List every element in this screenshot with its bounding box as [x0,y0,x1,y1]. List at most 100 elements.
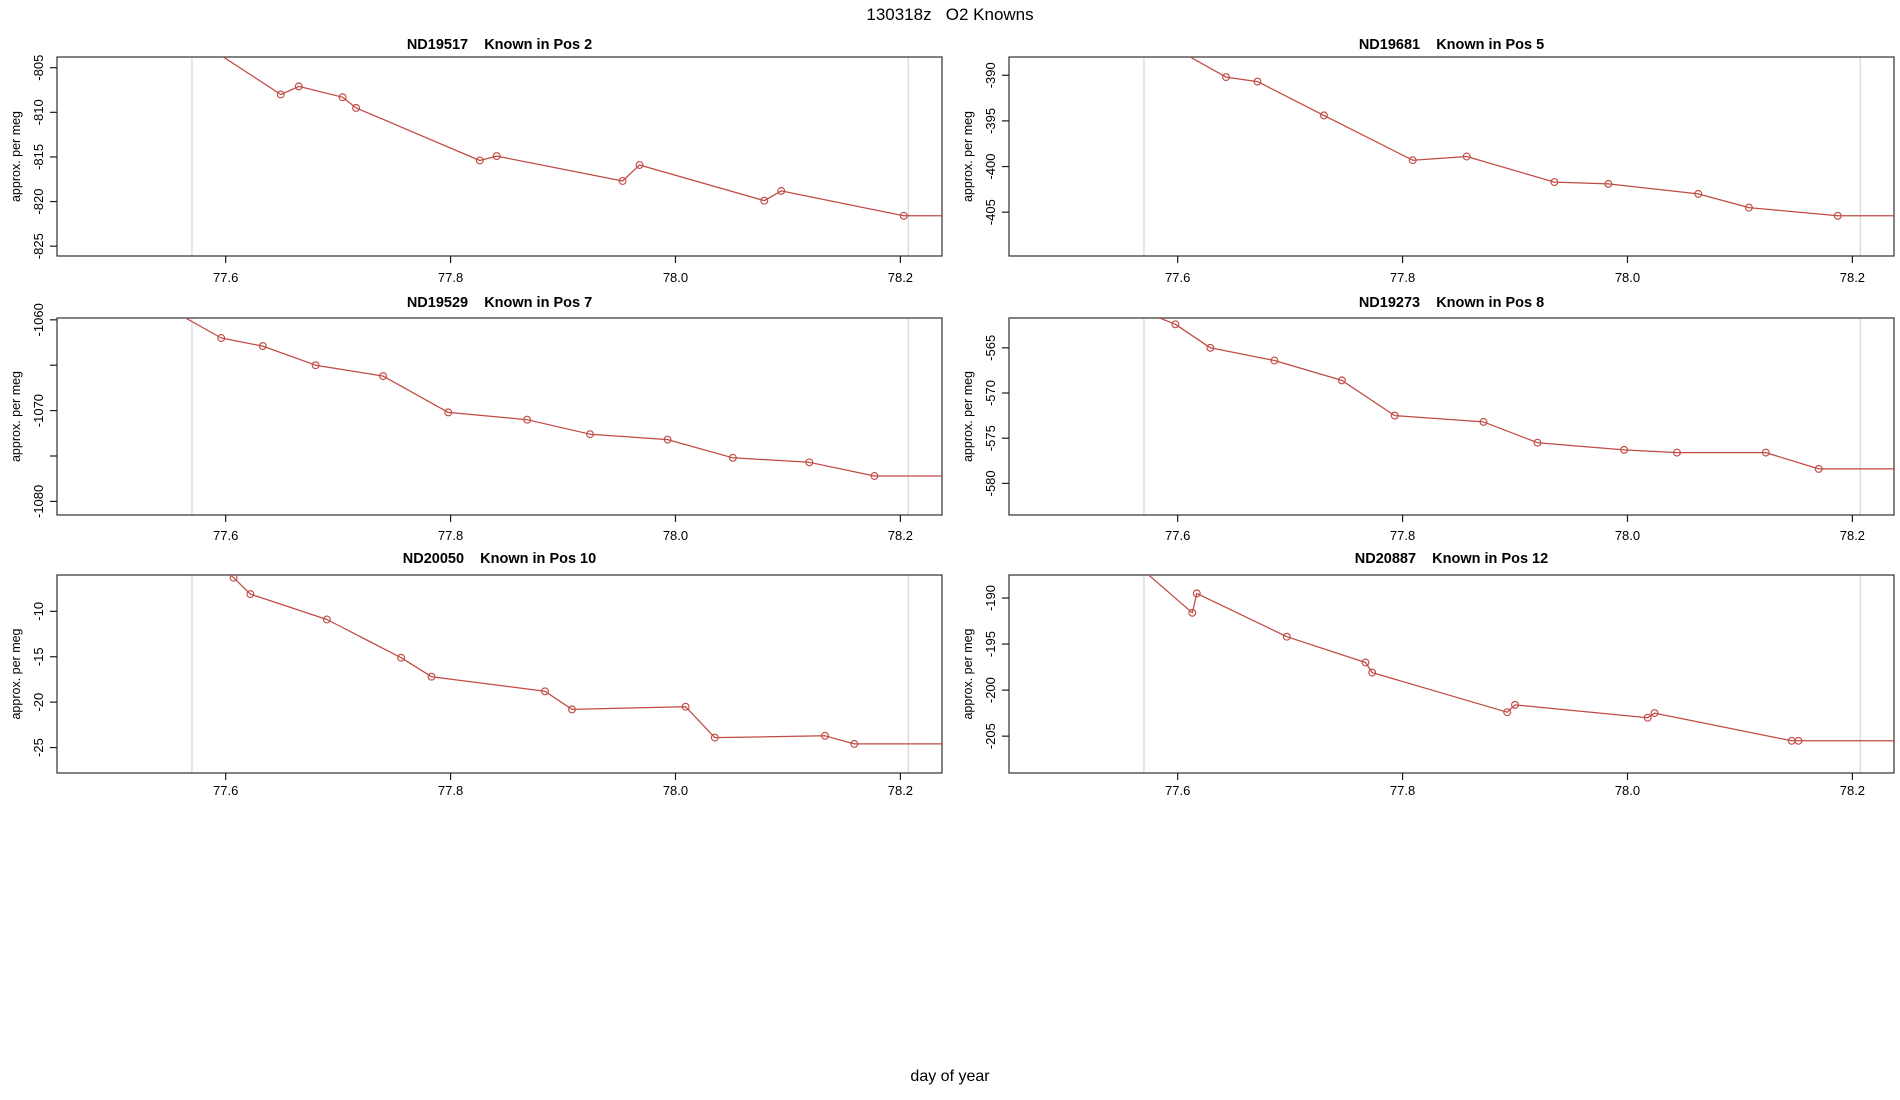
y-tick-label: -575 [983,425,998,451]
data-point-marker [1408,156,1417,165]
x-tick-label: 78.0 [663,783,688,798]
plot-box [1008,56,1895,257]
x-tick-label: 77.8 [1390,270,1415,285]
x-tick-label: 77.8 [438,783,463,798]
data-point-marker [1368,668,1377,677]
data-point-marker [352,103,361,112]
data-point-marker [1761,448,1770,457]
data-point-marker [681,702,690,711]
data-point-marker [322,615,331,624]
data-point-marker [850,739,859,748]
data-point-marker [276,90,285,99]
data-point-marker [1361,658,1370,667]
chart-svg-nd19273: 77.6 77.8 78.0 78.2 -565 -570 -575 -580 approx. … [961,295,1895,543]
x-tick-label: 78.0 [1615,783,1640,798]
data-point-marker [1192,589,1201,598]
data-point-marker [1171,320,1180,329]
data-point-marker [1673,448,1681,457]
series-group [1188,57,1894,220]
data-point-marker [1253,77,1262,86]
data-point-marker [1319,111,1328,120]
y-tick-label: -580 [983,470,998,496]
data-point-marker [710,733,719,742]
data-point-marker [899,211,908,220]
chart-svg-nd19517: 77.6 77.8 78.0 78.2 -805 -810 -815 -820 -825 appr… [9,37,943,285]
y-tick-label: -825 [31,233,46,259]
y-tick-label: -810 [31,99,46,125]
chart-svg-nd20887: 77.6 77.8 78.0 78.2 -190 -195 -200 -205 approx. … [961,551,1895,798]
y-axis-title: approx. per meg [9,111,23,202]
chart-svg-nd19529: 77.6 77.8 78.0 78.2 -1060 -1070 -1080 approx. p… [9,295,943,543]
data-point-marker [568,705,576,714]
x-tick-label: 78.2 [1840,528,1865,543]
y-tick-label: -405 [983,199,998,225]
x-tick-label: 77.8 [438,270,463,285]
y-tick-label: -190 [983,585,998,611]
data-point-marker [397,653,406,662]
data-point-marker [217,334,226,342]
data-point-marker [338,93,347,102]
y-tick-label: -15 [31,647,46,666]
data-point-marker [821,731,829,740]
y-axis-title: approx. per meg [961,371,975,462]
data-point-marker [541,687,549,696]
panel-title-nd20050: ND20050 Known in Pos 10 [403,551,596,567]
y-tick-label: -1080 [31,485,46,518]
data-point-marker [1620,445,1629,454]
data-point-marker [294,82,303,91]
plot-box [1008,317,1895,516]
plot-box [1008,574,1895,774]
series-line [1147,575,1894,742]
x-tick-label: 77.8 [1390,783,1415,798]
x-tick-label: 77.6 [213,528,238,543]
series-line [184,318,942,477]
panel-title-nd19517: ND19517 Known in Pos 2 [407,37,592,53]
x-axis-title: day of year [910,1068,990,1085]
chart-panel-nd19529: 77.6 77.8 78.0 78.2 -1060 -1070 -1080 approx. p… [0,290,950,546]
data-point-marker [1479,417,1488,426]
y-tick-label: -205 [983,723,998,749]
chart-panel-nd19681: 77.6 77.8 78.0 78.2 -390 -395 -400 -405 approx. … [950,28,1900,290]
y-tick-label: -815 [31,144,46,170]
y-axis-title: approx. per meg [961,628,975,719]
y-tick-label: -25 [31,738,46,757]
y-tick-label: -400 [983,154,998,180]
data-point-marker [1794,736,1803,745]
data-point-marker [663,435,672,444]
data-point-marker [805,458,814,467]
chart-panel-nd20887: 77.6 77.8 78.0 78.2 -190 -195 -200 -205 approx. … [950,546,1900,810]
data-point-marker [1282,632,1291,641]
x-tick-label: 77.6 [1165,528,1190,543]
x-tick-label: 78.2 [888,783,913,798]
data-point-marker [311,361,320,370]
data-point-marker [1814,464,1823,473]
data-point-marker [427,672,436,681]
x-tick-label: 77.6 [1165,270,1190,285]
data-point-marker [1511,700,1519,709]
x-tick-label: 78.0 [1615,270,1640,285]
y-tick-label: -195 [983,631,998,657]
x-tick-label: 78.2 [888,528,913,543]
data-point-marker [1206,343,1215,352]
series-line [229,575,942,745]
series-group [229,575,942,748]
data-point-marker [246,590,255,599]
chart-panel-nd19273: 77.6 77.8 78.0 78.2 -565 -570 -575 -580 approx. … [950,290,1900,546]
data-point-marker [258,342,267,351]
panel-title-nd19681: ND19681 Known in Pos 5 [1359,37,1544,53]
panel-title-nd19529: ND19529 Known in Pos 7 [407,295,592,311]
data-point-marker [444,408,453,417]
y-axis-title: approx. per meg [9,628,23,719]
series-group [1157,318,1894,473]
data-point-marker [1462,152,1471,161]
y-axis-title: approx. per meg [9,371,23,462]
data-point-marker [1222,73,1230,82]
y-tick-label: -390 [983,62,998,88]
y-tick-label: -200 [983,677,998,703]
data-point-marker [1694,189,1703,198]
data-point-marker [475,156,484,165]
data-point-marker [1650,709,1659,718]
data-point-marker [1604,179,1613,188]
y-tick-label: -20 [31,693,46,712]
data-point-marker [1503,708,1512,717]
